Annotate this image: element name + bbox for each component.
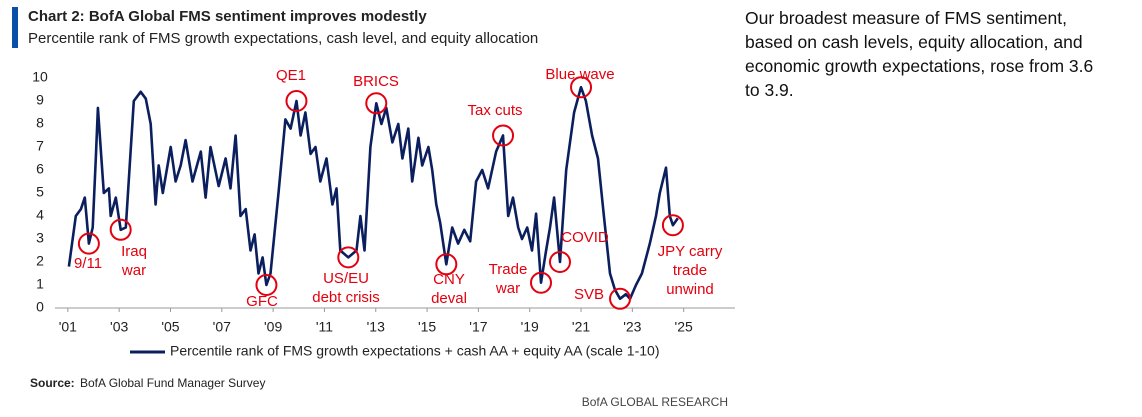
x-tick-label: '19 xyxy=(521,319,539,335)
chart: Chart 2: BofA Global FMS sentiment impro… xyxy=(12,7,735,409)
annotation-label: Iraq xyxy=(121,243,147,260)
source-label: Source: xyxy=(30,376,75,390)
y-tick-label: 8 xyxy=(36,115,44,131)
x-tick-label: '01 xyxy=(59,319,77,335)
annotation-circle xyxy=(492,124,515,147)
y-tick-label: 1 xyxy=(36,276,44,292)
y-tick-label: 5 xyxy=(36,184,44,200)
brand: BofA GLOBAL RESEARCH xyxy=(582,395,728,409)
annotation-label: debt crisis xyxy=(312,289,380,306)
y-tick-label: 3 xyxy=(36,230,44,246)
x-tick-label: '11 xyxy=(316,319,333,335)
annotation-circle xyxy=(109,218,132,241)
annotation-circle xyxy=(77,232,100,255)
x-tick-label: '09 xyxy=(264,319,282,335)
annotation-circle xyxy=(255,274,278,296)
chart-subtitle: Percentile rank of FMS growth expectatio… xyxy=(28,30,538,47)
annotation-label: unwind xyxy=(666,281,714,298)
chart-title: Chart 2: BofA Global FMS sentiment impro… xyxy=(28,8,427,25)
annotation-label: COVID xyxy=(561,229,609,246)
annotation-label: CNY xyxy=(433,271,465,288)
annotation-circle xyxy=(570,76,593,99)
y-tick-label: 10 xyxy=(32,69,48,85)
x-tick-label: '13 xyxy=(367,319,385,335)
y-tick-label: 2 xyxy=(36,253,44,269)
annotation-circle xyxy=(661,214,684,237)
x-tick-label: '23 xyxy=(623,319,641,335)
x-tick-label: '17 xyxy=(469,319,487,335)
series-line xyxy=(67,85,679,301)
annotation-label: JPY carry xyxy=(658,243,723,260)
annotation-label: Trade xyxy=(489,261,528,278)
annotation-label: war xyxy=(495,280,520,297)
annotation-label: QE1 xyxy=(276,67,306,84)
title-bar xyxy=(12,7,18,48)
annotation-circle xyxy=(548,251,571,273)
annotation-label: US/EU xyxy=(323,270,369,287)
y-tick-label: 6 xyxy=(36,161,44,177)
source: BofA Global Fund Manager Survey xyxy=(80,376,265,390)
x-tick-label: '03 xyxy=(110,319,128,335)
y-tick-label: 4 xyxy=(36,207,44,223)
annotation-label: deval xyxy=(431,290,467,307)
commentary: Our broadest measure of FMS sentiment, b… xyxy=(745,8,1094,100)
annotation-circle xyxy=(285,90,308,112)
annotation-label: 9/11 xyxy=(74,255,102,272)
annotation-label: war xyxy=(121,262,146,279)
annotation-circle xyxy=(609,287,632,310)
annotation-label: Blue wave xyxy=(545,66,614,83)
x-tick-label: '15 xyxy=(418,319,436,335)
y-tick-label: 9 xyxy=(36,92,44,108)
legend-label: Percentile rank of FMS growth expectatio… xyxy=(170,343,659,359)
y-tick-label: 0 xyxy=(36,299,44,315)
annotation-label: Tax cuts xyxy=(467,102,522,119)
y-tick-label: 7 xyxy=(36,138,44,154)
x-tick-label: '25 xyxy=(675,319,693,335)
x-tick-label: '05 xyxy=(161,319,179,335)
annotation-circle xyxy=(337,246,360,269)
x-tick-label: '07 xyxy=(213,319,231,335)
annotation-label: GFC xyxy=(246,293,278,310)
annotation-label: BRICS xyxy=(353,73,399,90)
annotation-label: trade xyxy=(673,262,707,279)
annotation-circle xyxy=(365,92,388,115)
annotation-circle xyxy=(435,253,458,276)
annotation-label: SVB xyxy=(574,286,604,303)
x-tick-label: '21 xyxy=(572,319,590,335)
annotation-circle xyxy=(530,271,553,294)
